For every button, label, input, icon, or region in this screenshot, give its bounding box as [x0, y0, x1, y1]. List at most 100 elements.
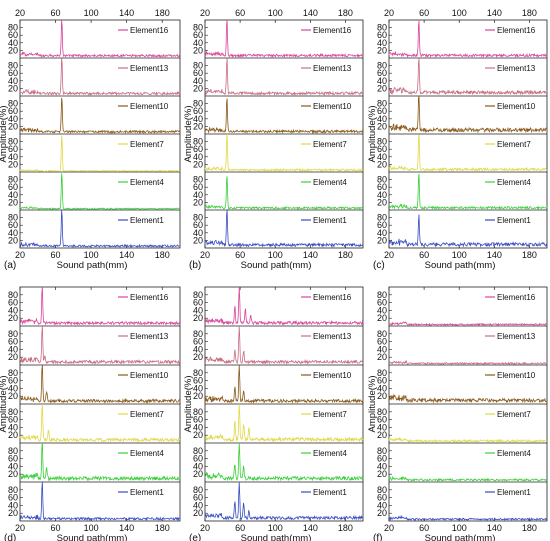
- y-tick-label: 80: [8, 407, 18, 417]
- y-tick-label: 60: [8, 337, 18, 347]
- y-tick-label: 40: [377, 461, 387, 471]
- legend-label: Element7: [313, 140, 347, 149]
- y-tick-label: 80: [377, 61, 387, 71]
- y-tick-label: 20: [8, 159, 18, 169]
- y-tick-label: 80: [8, 290, 18, 300]
- y-tick-label: 40: [193, 152, 203, 162]
- legend-label: Element16: [497, 26, 536, 35]
- y-tick-label: 80: [193, 213, 203, 223]
- y-tick-label: 40: [193, 305, 203, 315]
- x-tick-label-top: 20: [200, 8, 210, 18]
- x-tick-label: 140: [303, 523, 318, 533]
- y-tick-label: 60: [377, 376, 387, 386]
- legend-label: Element16: [497, 293, 536, 302]
- y-tick-label: 20: [8, 352, 18, 362]
- y-tick-label: 20: [377, 45, 387, 55]
- y-tick-label: 40: [193, 344, 203, 354]
- x-tick-label-top: 60: [235, 8, 245, 18]
- x-axis-label: Sound path(mm): [241, 260, 312, 271]
- legend-label: Element10: [130, 371, 169, 380]
- y-tick-label: 20: [193, 121, 203, 131]
- panel-label: (c): [373, 260, 385, 271]
- x-tick-label-top: 180: [338, 8, 353, 18]
- y-tick-label: 80: [8, 137, 18, 147]
- y-axis-label: Amplitude(%): [0, 105, 9, 162]
- y-tick-label: 60: [8, 182, 18, 192]
- x-tick-label: 60: [419, 523, 429, 533]
- y-tick-label: 40: [377, 152, 387, 162]
- legend-label: Element1: [497, 488, 531, 497]
- y-tick-label: 80: [8, 99, 18, 109]
- y-tick-label: 20: [193, 469, 203, 479]
- x-axis-label: Sound path(mm): [425, 533, 496, 541]
- y-tick-label: 60: [193, 68, 203, 78]
- y-tick-label: 40: [377, 383, 387, 393]
- x-tick-label-top: 60: [419, 8, 429, 18]
- panel-label: (d): [4, 533, 16, 541]
- y-tick-label: 40: [8, 344, 18, 354]
- y-tick-label: 80: [193, 61, 203, 71]
- x-tick-label: 20: [200, 523, 210, 533]
- series-line-element1: [204, 209, 364, 248]
- x-tick-label-top: 140: [303, 8, 318, 18]
- series-line-element7: [204, 403, 364, 443]
- y-tick-label: 40: [8, 76, 18, 86]
- legend-label: Element4: [497, 178, 531, 187]
- y-tick-label: 20: [377, 83, 387, 93]
- y-tick-label: 60: [193, 30, 203, 40]
- legend-label: Element7: [130, 410, 164, 419]
- y-tick-label: 80: [193, 329, 203, 339]
- y-tick-label: 80: [377, 23, 387, 33]
- legend-label: Element13: [497, 332, 536, 341]
- x-tick-label-top: 20: [15, 8, 25, 18]
- y-tick-label: 80: [377, 99, 387, 109]
- series-line-element10: [388, 95, 548, 134]
- series-line-element4: [19, 173, 181, 211]
- y-tick-label: 20: [8, 430, 18, 440]
- y-tick-label: 80: [193, 485, 203, 495]
- legend-label: Element13: [313, 64, 352, 73]
- y-tick-label: 20: [8, 45, 18, 55]
- x-tick-label-top: 180: [522, 8, 537, 18]
- series-line-element4: [19, 442, 181, 482]
- y-tick-label: 60: [377, 30, 387, 40]
- y-tick-label: 80: [193, 368, 203, 378]
- x-tick-label: 180: [338, 250, 353, 260]
- y-tick-label: 40: [193, 461, 203, 471]
- series-line-element4: [204, 176, 364, 211]
- x-tick-label: 20: [200, 250, 210, 260]
- y-tick-label: 40: [8, 114, 18, 124]
- series-line-element1: [388, 214, 548, 248]
- legend-label: Element10: [313, 371, 352, 380]
- y-tick-label: 20: [377, 469, 387, 479]
- y-tick-label: 40: [377, 190, 387, 200]
- x-tick-label: 100: [268, 523, 283, 533]
- x-tick-label: 140: [487, 523, 502, 533]
- x-tick-label: 180: [522, 523, 537, 533]
- y-tick-label: 40: [8, 38, 18, 48]
- series-line-element10: [19, 97, 181, 135]
- series-line-element1: [388, 515, 548, 522]
- series-line-element7: [19, 135, 181, 173]
- y-tick-label: 20: [193, 45, 203, 55]
- series-line-element7: [388, 134, 548, 172]
- y-tick-label: 60: [8, 106, 18, 116]
- series-line-element13: [388, 57, 548, 96]
- y-tick-label: 40: [193, 38, 203, 48]
- legend-label: Element7: [497, 410, 531, 419]
- x-tick-label: 180: [338, 523, 353, 533]
- y-tick-label: 60: [377, 182, 387, 192]
- y-tick-label: 40: [193, 500, 203, 510]
- x-tick-label: 60: [51, 523, 61, 533]
- legend-label: Element10: [497, 371, 536, 380]
- legend-label: Element1: [313, 216, 347, 225]
- y-tick-label: 80: [377, 329, 387, 339]
- y-tick-label: 20: [193, 391, 203, 401]
- y-tick-label: 60: [377, 220, 387, 230]
- y-tick-label: 40: [8, 228, 18, 238]
- x-tick-label-top: 100: [84, 8, 99, 18]
- y-tick-label: 20: [377, 508, 387, 518]
- y-tick-label: 60: [377, 144, 387, 154]
